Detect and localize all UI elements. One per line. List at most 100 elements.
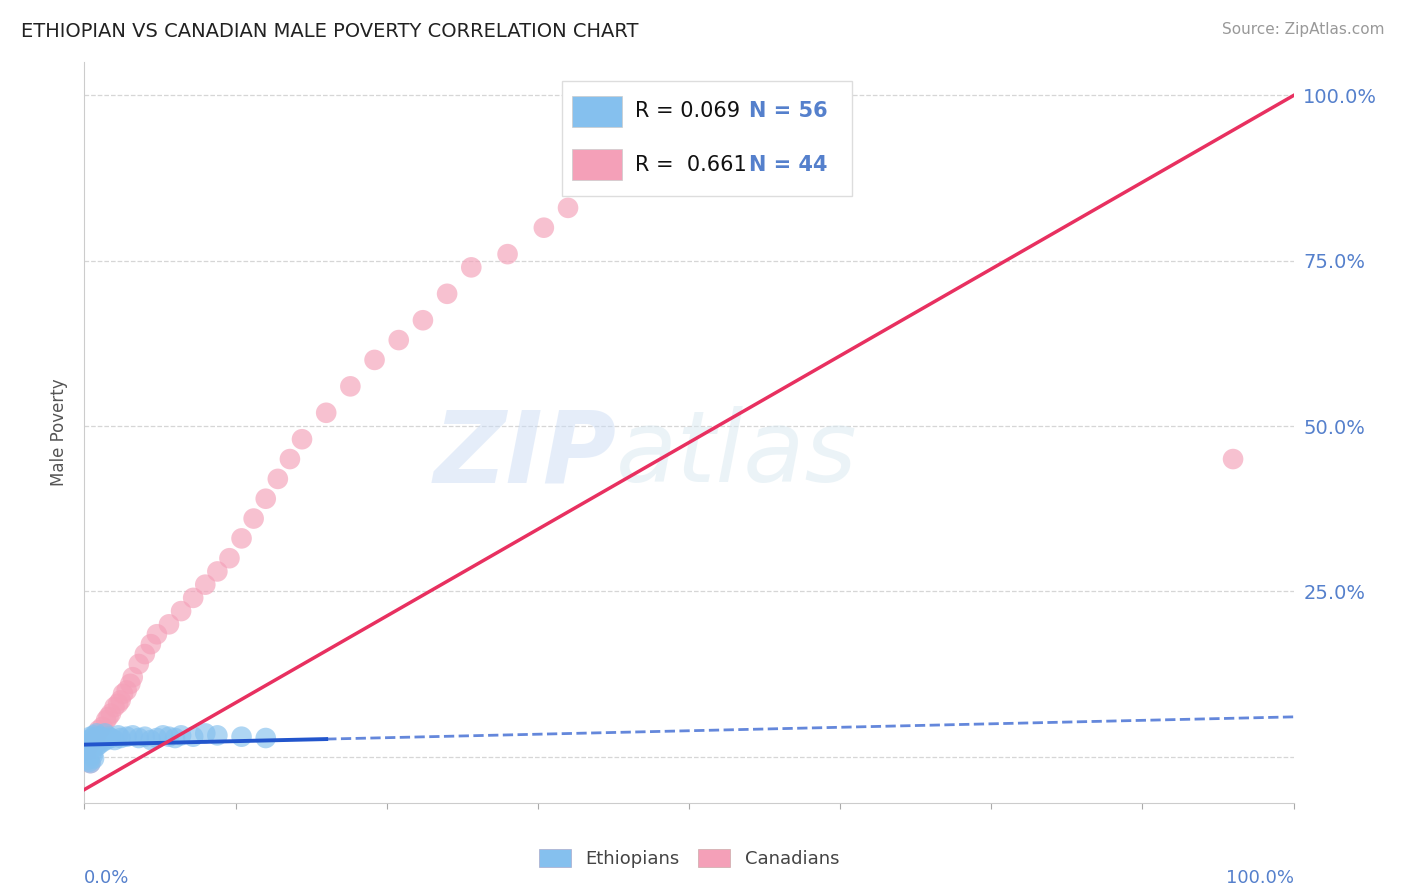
Point <box>194 577 217 591</box>
Point <box>207 728 229 742</box>
Point <box>97 710 120 724</box>
Point <box>86 726 108 740</box>
Point <box>115 730 138 744</box>
Point <box>87 723 110 737</box>
Text: N = 44: N = 44 <box>749 154 828 175</box>
Point <box>121 728 143 742</box>
Point <box>86 739 108 754</box>
Point <box>315 406 337 420</box>
Point <box>104 733 127 747</box>
Point <box>94 713 117 727</box>
Point <box>77 755 100 769</box>
Point <box>436 286 458 301</box>
Point <box>460 260 482 275</box>
Point <box>84 733 107 747</box>
Point <box>254 491 277 506</box>
Point <box>107 728 129 742</box>
Point <box>134 647 156 661</box>
Text: ZIP: ZIP <box>433 407 616 503</box>
Point <box>83 751 105 765</box>
Point <box>254 731 277 745</box>
Point <box>139 733 162 747</box>
Point <box>83 728 105 742</box>
Point <box>104 700 127 714</box>
Text: 0.0%: 0.0% <box>84 870 129 888</box>
Point <box>93 731 115 745</box>
Point <box>388 333 411 347</box>
Text: R =  0.661: R = 0.661 <box>634 154 747 175</box>
Point <box>79 741 101 756</box>
Point <box>157 730 180 744</box>
Point <box>89 730 111 744</box>
Point <box>79 730 101 744</box>
Text: ETHIOPIAN VS CANADIAN MALE POVERTY CORRELATION CHART: ETHIOPIAN VS CANADIAN MALE POVERTY CORRE… <box>21 22 638 41</box>
Point <box>82 748 104 763</box>
Point <box>194 726 217 740</box>
Point <box>77 735 100 749</box>
Point <box>79 756 101 771</box>
Point <box>86 730 108 744</box>
Point <box>76 743 98 757</box>
Point <box>80 736 103 750</box>
Point <box>77 733 100 747</box>
Point <box>412 313 434 327</box>
Point <box>75 736 97 750</box>
Point <box>181 730 204 744</box>
Point <box>115 683 138 698</box>
Point <box>76 739 98 754</box>
Point <box>242 511 264 525</box>
Point <box>91 735 114 749</box>
Point <box>79 733 101 747</box>
Point <box>94 733 117 747</box>
Point <box>76 744 98 758</box>
Point <box>218 551 240 566</box>
Point <box>94 726 117 740</box>
Point <box>278 452 301 467</box>
Text: 100.0%: 100.0% <box>1226 870 1294 888</box>
Point <box>86 735 108 749</box>
Point <box>170 728 193 742</box>
Point <box>267 472 290 486</box>
Point <box>231 532 253 546</box>
Point <box>557 201 579 215</box>
Point <box>146 627 169 641</box>
Point <box>110 731 132 745</box>
Point <box>1222 452 1244 467</box>
Point <box>207 565 229 579</box>
Point <box>90 733 112 747</box>
Point <box>75 746 97 760</box>
Point <box>112 687 135 701</box>
Point <box>291 432 314 446</box>
Point <box>77 753 100 767</box>
Point <box>87 738 110 752</box>
Point <box>146 731 169 745</box>
Point <box>110 693 132 707</box>
Text: R = 0.069: R = 0.069 <box>634 102 740 121</box>
Point <box>82 735 104 749</box>
Point <box>121 670 143 684</box>
Point <box>170 604 193 618</box>
Point <box>79 736 101 750</box>
FancyBboxPatch shape <box>562 81 852 195</box>
Legend: Ethiopians, Canadians: Ethiopians, Canadians <box>531 841 846 875</box>
FancyBboxPatch shape <box>572 95 623 127</box>
Point <box>134 730 156 744</box>
Point <box>100 706 122 721</box>
Point <box>83 738 105 752</box>
Point <box>231 730 253 744</box>
Point <box>100 731 122 745</box>
Point <box>97 730 120 744</box>
Point <box>157 617 180 632</box>
Point <box>77 738 100 752</box>
Y-axis label: Male Poverty: Male Poverty <box>51 379 69 486</box>
Point <box>152 728 174 742</box>
Point <box>87 733 110 747</box>
Point <box>181 591 204 605</box>
Text: atlas: atlas <box>616 407 858 503</box>
Point <box>84 736 107 750</box>
Point <box>363 352 385 367</box>
Point <box>80 739 103 754</box>
Point <box>339 379 361 393</box>
Point <box>128 657 150 671</box>
Point <box>82 731 104 745</box>
